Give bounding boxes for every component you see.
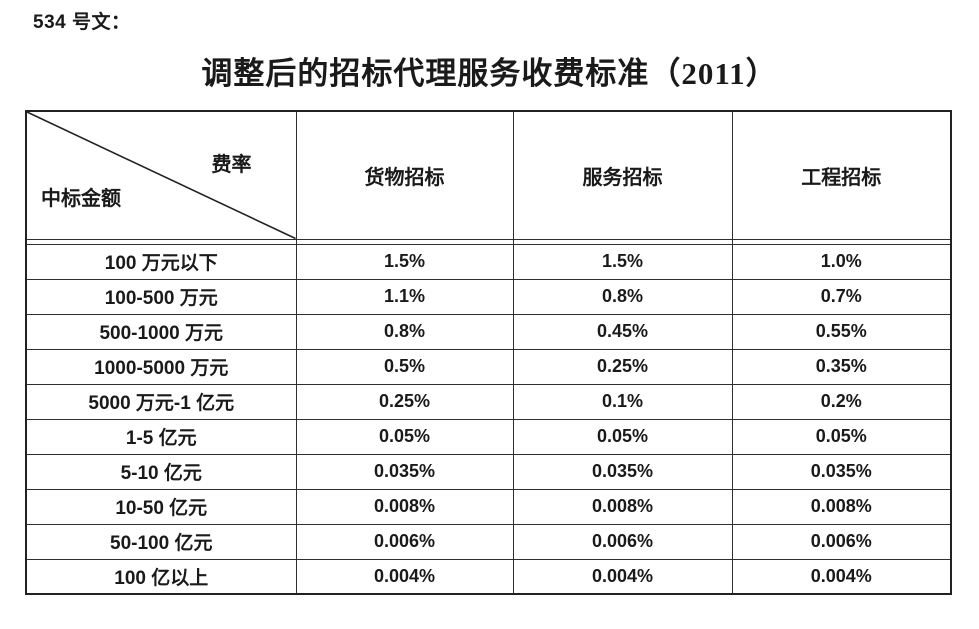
rate-value-cell: 1.0% bbox=[731, 243, 952, 280]
rate-value-cell: 0.006% bbox=[731, 523, 952, 560]
rate-value-cell: 0.004% bbox=[731, 558, 952, 595]
table-row: 1-5 亿元 0.05% 0.05% 0.05% bbox=[25, 418, 952, 455]
rate-value-cell: 0.006% bbox=[295, 523, 514, 560]
amount-range-cell: 100 万元以下 bbox=[25, 243, 297, 280]
column-header-engineering: 工程招标 bbox=[731, 110, 952, 240]
document-ref-number: 534 号文： bbox=[33, 12, 131, 33]
table-row: 1000-5000 万元 0.5% 0.25% 0.35% bbox=[25, 348, 952, 385]
amount-range-cell: 5000 万元-1 亿元 bbox=[25, 383, 297, 420]
amount-range-cell: 10-50 亿元 bbox=[25, 488, 297, 525]
rate-value-cell: 0.05% bbox=[512, 418, 733, 455]
rate-value-cell: 0.7% bbox=[731, 278, 952, 315]
fee-table-body: 100 万元以下 1.5% 1.5% 1.0% 100-500 万元 1.1% 0.8% 0.… bbox=[25, 243, 952, 595]
rate-value-cell: 0.1% bbox=[512, 383, 733, 420]
rate-value-cell: 0.8% bbox=[295, 313, 514, 350]
diagonal-corner-cell: 费率 中标金额 bbox=[25, 110, 297, 240]
table-row: 100-500 万元 1.1% 0.8% 0.7% bbox=[25, 278, 952, 315]
rate-value-cell: 0.25% bbox=[295, 383, 514, 420]
table-row: 5-10 亿元 0.035% 0.035% 0.035% bbox=[25, 453, 952, 490]
rate-value-cell: 0.5% bbox=[295, 348, 514, 385]
rate-value-cell: 0.035% bbox=[295, 453, 514, 490]
rate-value-cell: 0.004% bbox=[512, 558, 733, 595]
rate-value-cell: 1.1% bbox=[295, 278, 514, 315]
table-row: 50-100 亿元 0.006% 0.006% 0.006% bbox=[25, 523, 952, 560]
column-header-goods: 货物招标 bbox=[295, 110, 514, 240]
page-title: 调整后的招标代理服务收费标准（2011） bbox=[201, 56, 778, 91]
column-header-service: 服务招标 bbox=[512, 110, 733, 240]
fee-standard-table: 费率 中标金额 货物招标 服务招标 工程招标 100 万元以下 1.5% 1.5% 1… bbox=[25, 110, 952, 595]
table-row: 500-1000 万元 0.8% 0.45% 0.55% bbox=[25, 313, 952, 350]
table-row: 100 亿以上 0.004% 0.004% 0.004% bbox=[25, 558, 952, 595]
amount-range-cell: 5-10 亿元 bbox=[25, 453, 297, 490]
header-body-gap-row bbox=[25, 239, 952, 244]
rate-value-cell: 0.035% bbox=[512, 453, 733, 490]
corner-label-amount: 中标金额 bbox=[41, 187, 121, 210]
table-row: 5000 万元-1 亿元 0.25% 0.1% 0.2% bbox=[25, 383, 952, 420]
rate-value-cell: 0.25% bbox=[512, 348, 733, 385]
amount-range-cell: 1000-5000 万元 bbox=[25, 348, 297, 385]
rate-value-cell: 0.2% bbox=[731, 383, 952, 420]
table-row: 10-50 亿元 0.008% 0.008% 0.008% bbox=[25, 488, 952, 525]
rate-value-cell: 0.008% bbox=[512, 488, 733, 525]
amount-range-cell: 50-100 亿元 bbox=[25, 523, 297, 560]
rate-value-cell: 0.008% bbox=[295, 488, 514, 525]
rate-value-cell: 0.008% bbox=[731, 488, 952, 525]
corner-label-rate: 费率 bbox=[211, 154, 252, 176]
amount-range-cell: 500-1000 万元 bbox=[25, 313, 297, 350]
table-row: 100 万元以下 1.5% 1.5% 1.0% bbox=[25, 243, 952, 280]
rate-value-cell: 0.05% bbox=[731, 418, 952, 455]
rate-value-cell: 0.004% bbox=[295, 558, 514, 595]
rate-value-cell: 0.35% bbox=[731, 348, 952, 385]
rate-value-cell: 0.035% bbox=[731, 453, 952, 490]
rate-value-cell: 0.05% bbox=[295, 418, 514, 455]
rate-value-cell: 0.006% bbox=[512, 523, 733, 560]
diagonal-divider-line bbox=[27, 112, 296, 239]
rate-value-cell: 1.5% bbox=[295, 243, 514, 280]
rate-value-cell: 1.5% bbox=[512, 243, 733, 280]
amount-range-cell: 100 亿以上 bbox=[25, 558, 297, 595]
rate-value-cell: 0.45% bbox=[512, 313, 733, 350]
amount-range-cell: 100-500 万元 bbox=[25, 278, 297, 315]
amount-range-cell: 1-5 亿元 bbox=[25, 418, 297, 455]
rate-value-cell: 0.55% bbox=[731, 313, 952, 350]
table-header-row: 费率 中标金额 货物招标 服务招标 工程招标 bbox=[25, 110, 952, 240]
gap-cell bbox=[731, 239, 952, 244]
rate-value-cell: 0.8% bbox=[512, 278, 733, 315]
